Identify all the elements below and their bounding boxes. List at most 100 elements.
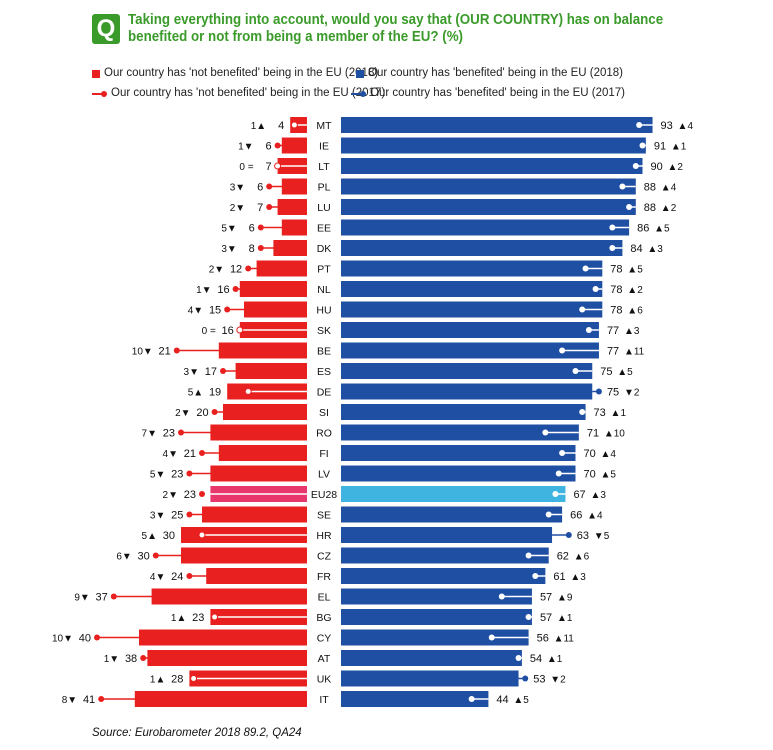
change-ben-2018-dk: ▲3: [647, 244, 663, 255]
value-ben-2018-pl: 88: [644, 182, 656, 194]
dot-not-2017-dk: [257, 245, 264, 251]
dot-ben-2017-eu28: [552, 491, 559, 497]
change-not-2018-uk: 1▲: [150, 675, 165, 686]
value-ben-2018-nl: 78: [610, 284, 622, 296]
change-ben-2018-eu28: ▲3: [590, 490, 606, 501]
value-ben-2018-lv: 70: [584, 469, 596, 481]
category-cell-at: [307, 650, 341, 666]
dot-ben-2017-hr: [565, 532, 572, 538]
category-label-se: SE: [317, 510, 331, 522]
bar-ben-2018-it: [341, 691, 489, 707]
dot-ben-2017-nl: [592, 286, 599, 292]
bar-ben-2018-eu28: [341, 486, 566, 502]
change-not-2018-hr: 5▲: [142, 531, 157, 542]
category-label-at: AT: [318, 653, 331, 665]
value-not-2018-fr: 24: [171, 571, 183, 583]
category-cell-hu: [307, 301, 341, 318]
bar-ben-2018-cz: [341, 547, 549, 564]
bar-ben-2018-lt: [341, 158, 643, 174]
bar-ben-2018-dk: [341, 240, 623, 256]
change-ben-2018-ro: ▲10: [604, 429, 625, 440]
question-badge: Q: [92, 14, 120, 44]
value-not-2018-hu: 15: [209, 305, 221, 317]
value-ben-2018-lt: 90: [651, 161, 663, 173]
dot-ben-2017-lt: [632, 163, 639, 169]
change-not-2018-be: 10▼: [132, 347, 153, 358]
value-ben-2018-pt: 78: [610, 264, 622, 276]
dot-ben-2017-lu: [626, 204, 633, 210]
value-not-2018-ro: 23: [163, 428, 175, 440]
change-not-2018-it: 8▼: [62, 695, 77, 706]
dot-ben-2017-at: [515, 655, 522, 661]
bar-ben-2018-uk: [341, 670, 519, 687]
value-not-2018-se: 25: [171, 510, 183, 522]
legend-line-not-2017: [92, 93, 104, 95]
dot-ben-2017-cy: [488, 634, 495, 641]
dot-ben-2017-se: [545, 511, 552, 518]
change-not-2018-nl: 1▼: [196, 285, 211, 296]
change-not-2018-at: 1▼: [104, 654, 119, 665]
dot-not-2017-cz: [152, 552, 159, 559]
category-label-hr: HR: [316, 530, 332, 542]
legend-swatch-ben-2018: [356, 70, 364, 78]
value-not-2018-uk: 28: [171, 674, 183, 686]
dot-not-2017-be: [173, 347, 180, 354]
category-label-lv: LV: [318, 469, 330, 481]
change-not-2018-lv: 5▼: [150, 470, 165, 481]
change-not-2018-sk: 0 =: [202, 326, 216, 337]
bar-ben-2018-mt: [341, 117, 653, 133]
change-ben-2018-at: ▲1: [547, 654, 563, 665]
change-ben-2018-uk: ▼2: [550, 675, 566, 686]
value-ben-2018-be: 77: [607, 346, 619, 358]
dot-ben-2017-dk: [609, 245, 616, 251]
category-label-pt: PT: [317, 264, 331, 276]
change-ben-2018-fi: ▲4: [601, 449, 617, 460]
value-not-2018-lt: 7: [265, 161, 271, 173]
dot-ben-2017-si: [579, 409, 586, 415]
change-not-2018-fr: 4▼: [150, 572, 165, 583]
category-label-sk: SK: [317, 325, 331, 337]
value-not-2018-hr: 30: [163, 530, 175, 542]
value-not-2018-sk: 16: [222, 325, 234, 337]
bar-chart: MT 4 1▲ 93 ▲4 IE 6 1▼ 91 ▲1 LT 7 0 = 90 ▲2 PL 6 3▼ 88 ▲4 LU 7…: [52, 117, 693, 707]
change-ben-2018-cy: ▲11: [554, 634, 575, 645]
bar-ben-2018-si: [341, 404, 586, 420]
category-label-cy: CY: [317, 633, 332, 645]
category-label-mt: MT: [316, 120, 332, 132]
category-cell-dk: [307, 240, 341, 256]
change-not-2018-dk: 3▼: [221, 244, 236, 255]
dot-not-2017-se: [186, 511, 193, 518]
bar-ben-2018-be: [341, 342, 599, 359]
bar-ben-2018-ie: [341, 137, 646, 154]
change-not-2018-hu: 4▼: [188, 306, 203, 317]
change-ben-2018-el: ▲9: [557, 593, 573, 604]
category-label-lu: LU: [317, 202, 330, 214]
value-ben-2018-at: 54: [530, 653, 542, 665]
dot-ben-2017-lv: [555, 470, 562, 477]
category-cell-bg: [307, 609, 341, 625]
change-not-2018-el: 9▼: [74, 593, 89, 604]
category-label-eu28: EU28: [311, 489, 337, 501]
change-ben-2018-ee: ▲5: [654, 224, 670, 235]
category-label-it: IT: [319, 694, 329, 706]
dot-ben-2017-uk: [522, 675, 529, 682]
dot-ben-2017-pl: [619, 183, 626, 190]
bar-ben-2018-hr: [341, 527, 553, 543]
category-label-de: DE: [317, 387, 332, 399]
category-cell-ie: [307, 137, 341, 154]
value-not-2018-el: 37: [96, 592, 108, 604]
value-ben-2018-uk: 53: [533, 674, 545, 686]
value-ben-2018-hr: 63: [577, 530, 589, 542]
value-ben-2018-el: 57: [540, 592, 552, 604]
value-not-2018-si: 20: [196, 407, 208, 419]
category-label-es: ES: [317, 366, 331, 378]
value-ben-2018-hu: 78: [610, 305, 622, 317]
legend-label-not-2017: Our country has 'not benefited' being in…: [111, 87, 386, 99]
dot-not-2017-sk: [236, 326, 244, 334]
dot-not-2017-es: [220, 368, 226, 374]
bar-ben-2018-ee: [341, 219, 630, 236]
change-not-2018-es: 3▼: [184, 367, 199, 378]
change-ben-2018-pt: ▲5: [627, 265, 643, 276]
dot-ben-2017-fr: [532, 573, 539, 579]
dot-not-2017-it: [98, 696, 105, 702]
